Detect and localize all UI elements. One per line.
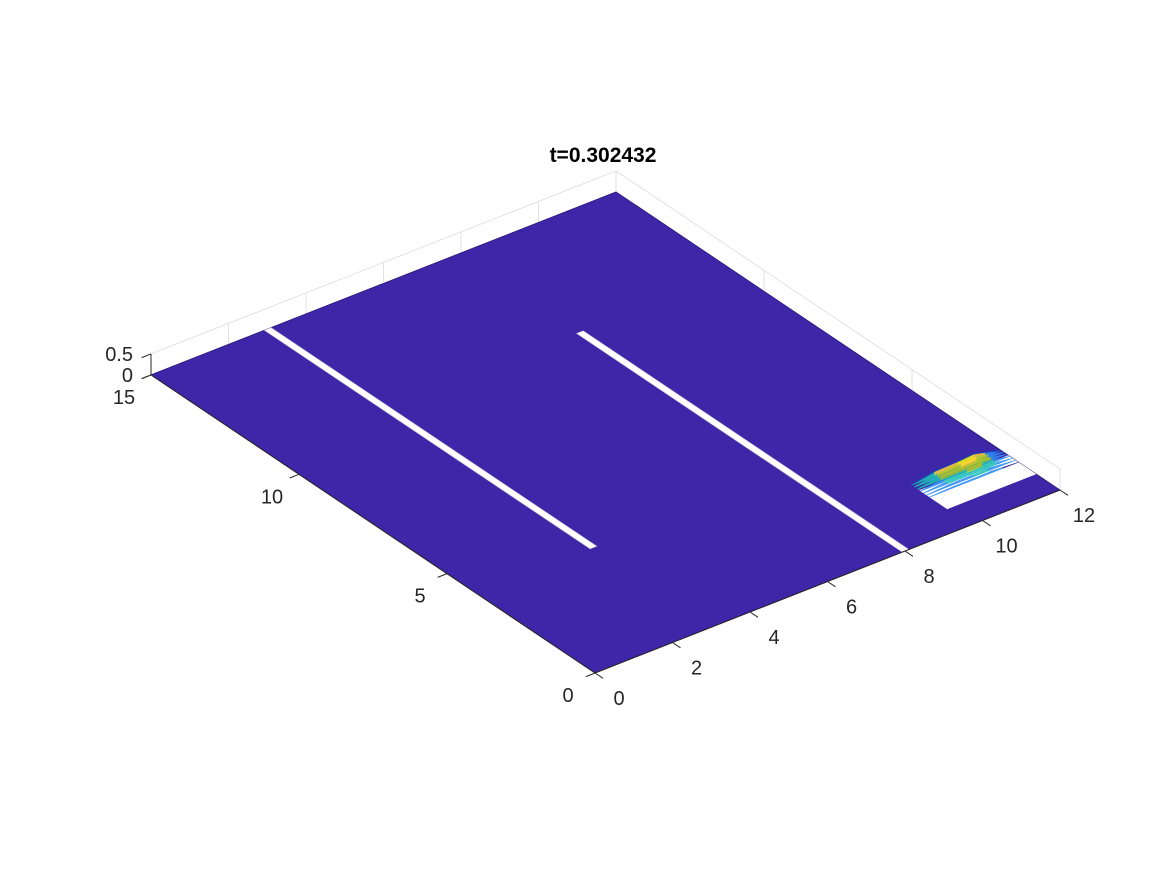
y-tick-label: 15 bbox=[113, 387, 135, 409]
z-tick-label: 0.5 bbox=[105, 344, 133, 366]
chart-title: t=0.302432 bbox=[550, 144, 657, 167]
wave-ribbon bbox=[996, 457, 1013, 465]
grid-line bbox=[150, 170, 1061, 470]
surface-plot bbox=[150, 191, 1061, 674]
wave-ribbon bbox=[993, 455, 1010, 463]
y-tick-mark bbox=[437, 573, 448, 578]
wall-gap bbox=[263, 327, 598, 550]
y-tick-label: 10 bbox=[261, 486, 283, 508]
y-tick-mark bbox=[289, 473, 300, 479]
z-tick-mark bbox=[141, 353, 152, 359]
x-tick-mark bbox=[749, 611, 759, 618]
x-tick-label: 8 bbox=[923, 566, 934, 588]
x-tick-mark bbox=[1059, 489, 1069, 496]
x-tick-label: 2 bbox=[691, 658, 702, 680]
x-tick-mark bbox=[904, 550, 914, 557]
wave-dent bbox=[919, 455, 1037, 510]
wave-crest bbox=[911, 449, 1001, 486]
wave-ribbon bbox=[1002, 461, 1019, 469]
x-tick-label: 4 bbox=[768, 627, 779, 649]
y-tick-label: 5 bbox=[414, 586, 425, 608]
x-tick-label: 0 bbox=[613, 688, 624, 710]
z-tick-label: 0 bbox=[122, 365, 133, 387]
x-tick-mark bbox=[672, 642, 681, 649]
x-tick-mark bbox=[982, 520, 991, 527]
y-tick-label: 0 bbox=[562, 685, 573, 707]
x-tick-label: 6 bbox=[846, 597, 857, 619]
x-tick-label: 10 bbox=[995, 536, 1017, 558]
y-tick-mark bbox=[585, 672, 596, 678]
y-axis-line bbox=[150, 374, 596, 674]
x-tick-mark bbox=[594, 672, 604, 679]
z-tick-mark bbox=[141, 374, 152, 380]
x-tick-label: 12 bbox=[1073, 505, 1095, 527]
tick-marks bbox=[141, 353, 1069, 679]
x-tick-mark bbox=[827, 581, 836, 588]
wave-ribbon bbox=[999, 459, 1016, 467]
wave-ribbon bbox=[990, 453, 1007, 461]
